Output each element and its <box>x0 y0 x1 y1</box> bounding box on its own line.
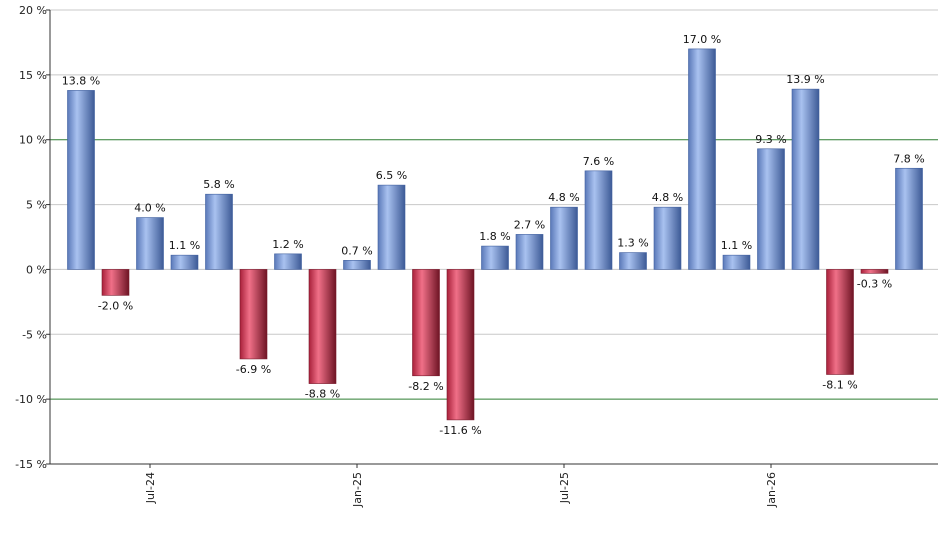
axes: 20 % 15 % 10 % 5 % 0 % -5 % -10 % -15 % Jul-24 Ja… <box>15 4 938 508</box>
data-label: -8.2 % <box>408 380 443 393</box>
bar <box>101 269 130 296</box>
data-label: 5.8 % <box>203 178 234 191</box>
y-tick-label: -10 % <box>15 393 47 406</box>
bar <box>791 88 820 270</box>
y-tick-label: 15 % <box>19 69 47 82</box>
bar <box>619 252 647 270</box>
bar <box>515 234 544 270</box>
data-label: -8.1 % <box>822 378 857 391</box>
data-label: -6.9 % <box>236 363 271 376</box>
data-label: 1.2 % <box>272 238 303 251</box>
x-tick-label: Jan-26 <box>765 472 778 508</box>
bar <box>205 193 233 270</box>
y-tick-label: 0 % <box>26 263 47 276</box>
data-label: 13.8 % <box>62 74 100 87</box>
bar <box>274 253 302 270</box>
y-tick-label: 20 % <box>19 4 47 17</box>
bar <box>170 254 199 270</box>
data-label: 4.0 % <box>134 202 165 215</box>
data-label: 1.3 % <box>617 237 648 250</box>
y-tick-label: -5 % <box>22 328 47 341</box>
data-label: -11.6 % <box>439 424 481 437</box>
bar <box>895 167 923 270</box>
data-label: -2.0 % <box>98 299 133 312</box>
data-label: 0.7 % <box>341 244 372 257</box>
data-label: 4.8 % <box>652 191 683 204</box>
data-label: 7.8 % <box>893 152 924 165</box>
data-label: -0.3 % <box>857 277 892 290</box>
bar <box>377 184 406 270</box>
bar <box>860 269 889 274</box>
y-tick-label: 5 % <box>26 199 47 212</box>
data-label: 17.0 % <box>683 33 721 46</box>
x-tick-label: Jan-25 <box>351 472 364 508</box>
bar <box>239 269 268 360</box>
bar <box>550 206 578 270</box>
bar <box>826 269 854 375</box>
bar <box>688 48 716 270</box>
data-label: 13.9 % <box>786 73 824 86</box>
data-label: 2.7 % <box>514 218 545 231</box>
bar <box>757 148 785 270</box>
bar <box>343 260 371 270</box>
data-label: 1.1 % <box>169 239 200 252</box>
bar <box>722 254 751 270</box>
x-tick-label: Jul-25 <box>558 472 571 504</box>
data-label: 7.6 % <box>583 155 614 168</box>
bars <box>67 48 923 421</box>
data-labels: 13.8 % -2.0 % 4.0 % 1.1 % 5.8 % -6.9 % 1.2 % -8… <box>62 33 925 437</box>
data-label: -8.8 % <box>305 388 340 401</box>
bar <box>412 269 440 377</box>
y-tick-label: -15 % <box>15 458 47 471</box>
bar <box>446 269 475 421</box>
bar <box>308 269 337 384</box>
data-label: 4.8 % <box>548 191 579 204</box>
bar <box>584 170 613 270</box>
data-label: 1.1 % <box>721 239 752 252</box>
data-label: 1.8 % <box>479 230 510 243</box>
bar <box>67 90 95 270</box>
bar <box>136 217 164 270</box>
y-tick-label: 10 % <box>19 134 47 147</box>
bar <box>653 206 682 270</box>
data-label: 6.5 % <box>376 169 407 182</box>
data-label: 9.3 % <box>755 133 786 146</box>
x-tick-label: Jul-24 <box>144 472 157 504</box>
bar <box>481 245 509 270</box>
